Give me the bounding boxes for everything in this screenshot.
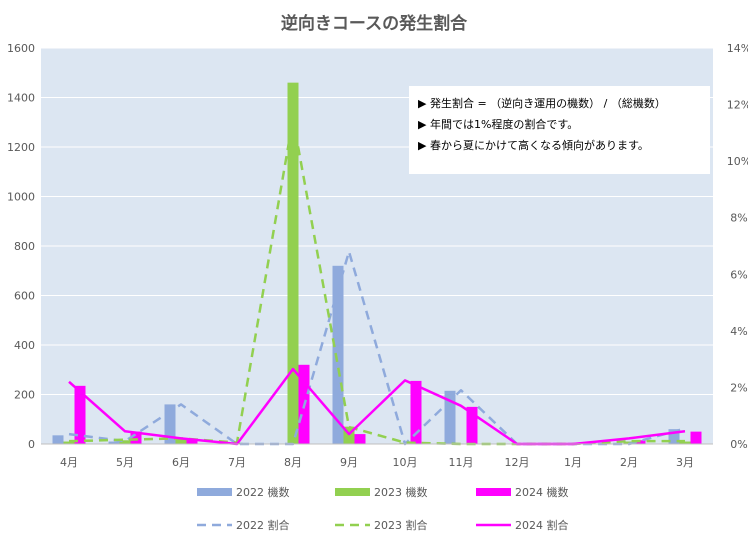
y-right-tick-label: 8%: [730, 212, 747, 225]
legend-label-bar-0: 2022 機数: [236, 485, 290, 499]
x-tick-label: 7月: [228, 456, 246, 469]
bar-0-7: [444, 390, 456, 444]
legend-label-line-1: 2023 割合: [374, 518, 428, 532]
bar-2-1: [130, 431, 142, 444]
legend-label-bar-1: 2023 機数: [374, 485, 428, 499]
x-tick-label: 10月: [393, 456, 418, 469]
line-series-group: [68, 117, 686, 446]
y-left-tick-label: 1200: [7, 141, 35, 154]
y-left-tick-label: 1600: [7, 42, 35, 55]
x-tick-label: 4月: [60, 456, 78, 469]
legend: 2022 機数 2023 機数 2024 機数 2022 割合 2023 割合 2024 …: [197, 485, 569, 532]
x-axis: 4月 5月 6月 7月 8月 9月 10月 11月 12月 1月 2月 3月: [41, 443, 713, 469]
y-left-tick-label: 0: [28, 438, 35, 451]
x-tick-label: 1月: [564, 456, 582, 469]
bar-1-0: [63, 441, 75, 444]
bar-0-5: [332, 265, 344, 444]
annotation-background: [409, 86, 710, 174]
x-tick-label: 12月: [505, 456, 530, 469]
y-right-tick-label: 4%: [730, 325, 747, 338]
bar-2-11: [690, 431, 702, 444]
bar-0-2: [164, 404, 176, 444]
line-series-0: [68, 250, 686, 446]
x-tick-label: 5月: [116, 456, 134, 469]
annotation-line-3: ▶ 春から夏にかけて高くなる傾向があります。: [418, 138, 649, 152]
y-right-tick-label: 12%: [727, 99, 748, 112]
y-left-tick-label: 800: [14, 240, 35, 253]
x-tick-label: 11月: [449, 456, 474, 469]
legend-label-bar-2: 2024 機数: [515, 485, 569, 499]
legend-label-line-0: 2022 割合: [236, 518, 290, 532]
x-tick-label: 3月: [676, 456, 694, 469]
bar-2-5: [354, 434, 366, 444]
bar-2-2: [186, 439, 198, 444]
y-left-tick-label: 1000: [7, 191, 35, 204]
annotation-line-1: ▶ 発生割合 = （逆向き運用の機数） / （総機数）: [418, 96, 666, 110]
legend-swatch-bar-1: [335, 488, 370, 496]
bar-2-7: [466, 406, 478, 444]
x-tick-label: 9月: [340, 456, 358, 469]
bar-2-0: [74, 385, 86, 444]
legend-swatch-bar-2: [476, 488, 511, 496]
y-left-tick-label: 1400: [7, 92, 35, 105]
bar-0-0: [52, 435, 64, 444]
x-tick-label: 6月: [172, 456, 190, 469]
y-axis-left: 0 200 400 600 800 1000 1200 1400 1600: [7, 42, 35, 451]
bar-0-11: [668, 429, 680, 444]
y-left-tick-label: 200: [14, 389, 35, 402]
x-tick-label: 8月: [284, 456, 302, 469]
y-right-tick-label: 10%: [727, 155, 748, 168]
line-series-2: [68, 367, 686, 446]
y-axis-right: 0% 2% 4% 6% 8% 10% 12% 14%: [727, 42, 748, 451]
chart-title: 逆向きコースの発生割合: [281, 13, 468, 34]
y-right-tick-label: 0%: [730, 438, 747, 451]
bar-2-6: [410, 380, 422, 444]
y-left-tick-label: 600: [14, 290, 35, 303]
y-left-tick-label: 400: [14, 339, 35, 352]
y-right-tick-label: 14%: [727, 42, 748, 55]
legend-label-line-2: 2024 割合: [515, 518, 569, 532]
annotation-box: ▶ 発生割合 = （逆向き運用の機数） / （総機数） ▶ 年間では1%程度の割…: [409, 86, 710, 174]
legend-swatch-bar-0: [197, 488, 232, 496]
y-right-tick-label: 6%: [730, 268, 747, 281]
bar-1-11: [679, 441, 691, 444]
bar-1-1: [119, 440, 131, 444]
bar-1-4: [287, 82, 299, 445]
y-right-tick-label: 2%: [730, 381, 747, 394]
bar-1-2: [175, 439, 187, 444]
annotation-line-2: ▶ 年間では1%程度の割合です。: [418, 117, 578, 131]
x-tick-label: 2月: [620, 456, 638, 469]
bar-0-1: [108, 441, 120, 444]
